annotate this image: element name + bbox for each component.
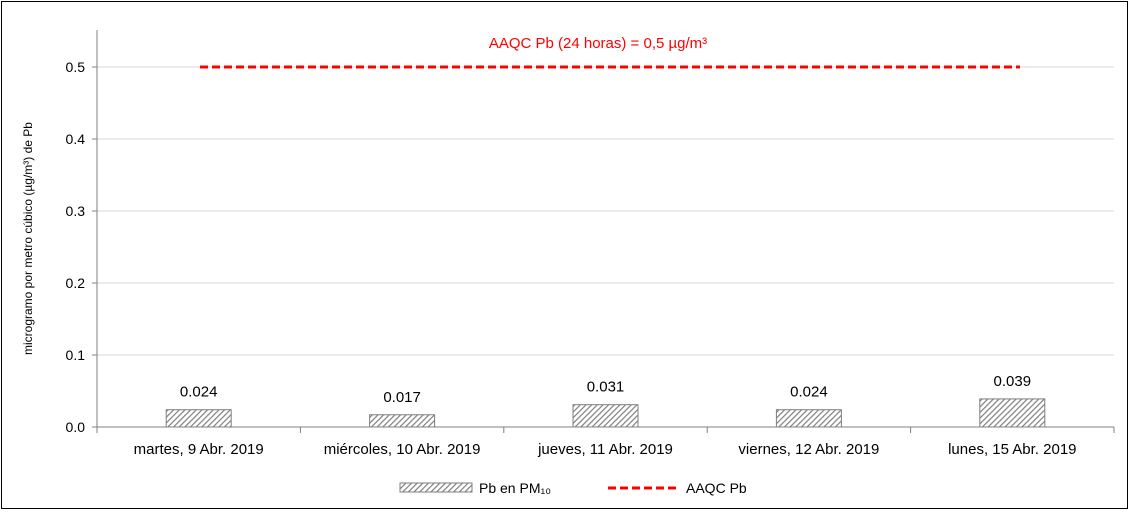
- y-axis-title: microgramo por metro cúbico (µg/m³) de P…: [21, 122, 35, 355]
- bars: 0.024 0.017 0.031 0.024 0.039: [165, 373, 1046, 428]
- axes: 0.0 0.1 0.2 0.3 0.4 0.5 microgramo por metro c…: [21, 30, 1115, 458]
- bar-value-label: 0.017: [383, 389, 421, 406]
- bar-value-label: 0.039: [994, 373, 1032, 390]
- aaqc-reference-label: AAQC Pb (24 horas) = 0,5 µg/m³: [489, 35, 707, 52]
- bar: [369, 414, 436, 428]
- bar-value-label: 0.024: [180, 384, 218, 401]
- y-tick-label: 0.2: [66, 275, 86, 291]
- bar-value-label: 0.031: [587, 379, 625, 396]
- y-tick-label: 0.5: [66, 59, 86, 75]
- legend: Pb en PM₁₀ AAQC Pb: [399, 480, 747, 496]
- x-tick-label: martes, 9 Abr. 2019: [134, 441, 264, 458]
- bar: [572, 404, 639, 428]
- bar: [775, 409, 842, 428]
- y-tick-label: 0.1: [66, 347, 86, 363]
- y-tick-label: 0.0: [66, 419, 86, 435]
- legend-label-pb: Pb en PM₁₀: [479, 480, 551, 496]
- x-tick-label: miércoles, 10 Abr. 2019: [324, 441, 481, 458]
- bar: [979, 398, 1046, 428]
- y-tick-label: 0.3: [66, 203, 86, 219]
- x-tick-label: jueves, 11 Abr. 2019: [537, 441, 673, 458]
- gridlines: [97, 66, 1114, 356]
- x-tick-label: lunes, 15 Abr. 2019: [948, 441, 1076, 458]
- bar: [165, 409, 232, 428]
- x-tick-label: viernes, 12 Abr. 2019: [738, 441, 879, 458]
- y-tick-label: 0.4: [66, 131, 86, 147]
- legend-swatch-pb: [399, 482, 473, 493]
- reference-line-group: AAQC Pb (24 horas) = 0,5 µg/m³: [200, 35, 1020, 69]
- legend-label-aaqc: AAQC Pb: [686, 480, 747, 496]
- bar-value-label: 0.024: [790, 384, 828, 401]
